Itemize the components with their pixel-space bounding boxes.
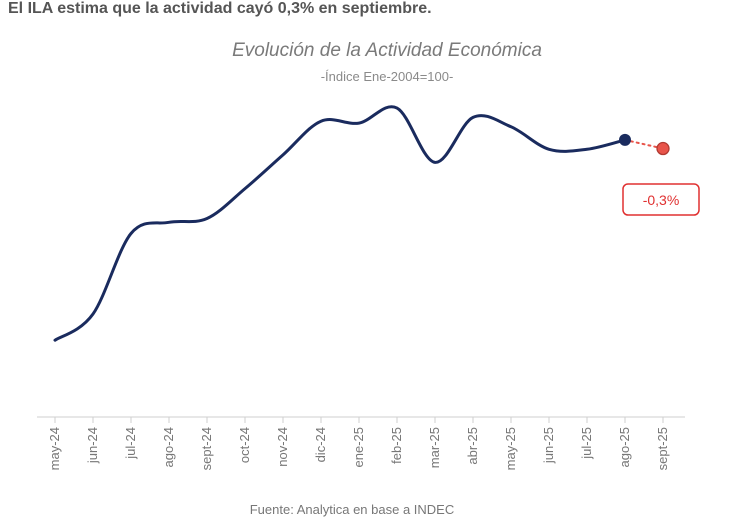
x-tick-label-ago-25: ago-25 [617, 427, 632, 467]
x-tick-label-jul-25: jul-25 [579, 427, 594, 460]
x-tick-label-dic-24: dic-24 [313, 427, 328, 462]
x-tick-label-ene-25: ene-25 [351, 427, 366, 467]
x-tick-label-feb-25: feb-25 [389, 427, 404, 464]
x-tick-label-sept-24: sept-24 [199, 427, 214, 470]
x-tick-label-mar-25: mar-25 [427, 427, 442, 468]
series-line-actividad [53, 105, 627, 342]
x-tick-label-jun-24: jun-24 [85, 427, 100, 464]
x-tick-label-jul-24: jul-24 [123, 427, 138, 460]
chart-subtitle: -Índice Ene-2004=100- [321, 69, 454, 84]
x-tick-label-jun-25: jun-25 [541, 427, 556, 464]
callout-box [622, 183, 700, 216]
x-tick-label-abr-25: abr-25 [465, 427, 480, 465]
x-axis-ticks [54, 417, 664, 423]
x-tick-label-may-25: may-25 [503, 427, 518, 470]
x-tick-label-may-24: may-24 [47, 427, 62, 470]
callout-label: -0,3% [643, 192, 680, 208]
x-tick-label-nov-24: nov-24 [275, 427, 290, 467]
last-observed-point [619, 133, 631, 146]
x-tick-label-ago-24: ago-24 [161, 427, 176, 467]
x-axis-tick-labels: may-24 jun-24 jul-24 ago-24 sept-24 oct-24 nov… [47, 427, 670, 470]
x-tick-label-oct-24: oct-24 [237, 427, 252, 463]
estimate-point [656, 141, 670, 156]
chart-title: Evolución de la Actividad Económica [232, 40, 542, 61]
headline: El ILA estima que la actividad cayó 0,3%… [8, 0, 432, 17]
x-tick-label-sept-25: sept-25 [655, 427, 670, 470]
source-note: Fuente: Analytica en base a INDEC [250, 502, 455, 517]
